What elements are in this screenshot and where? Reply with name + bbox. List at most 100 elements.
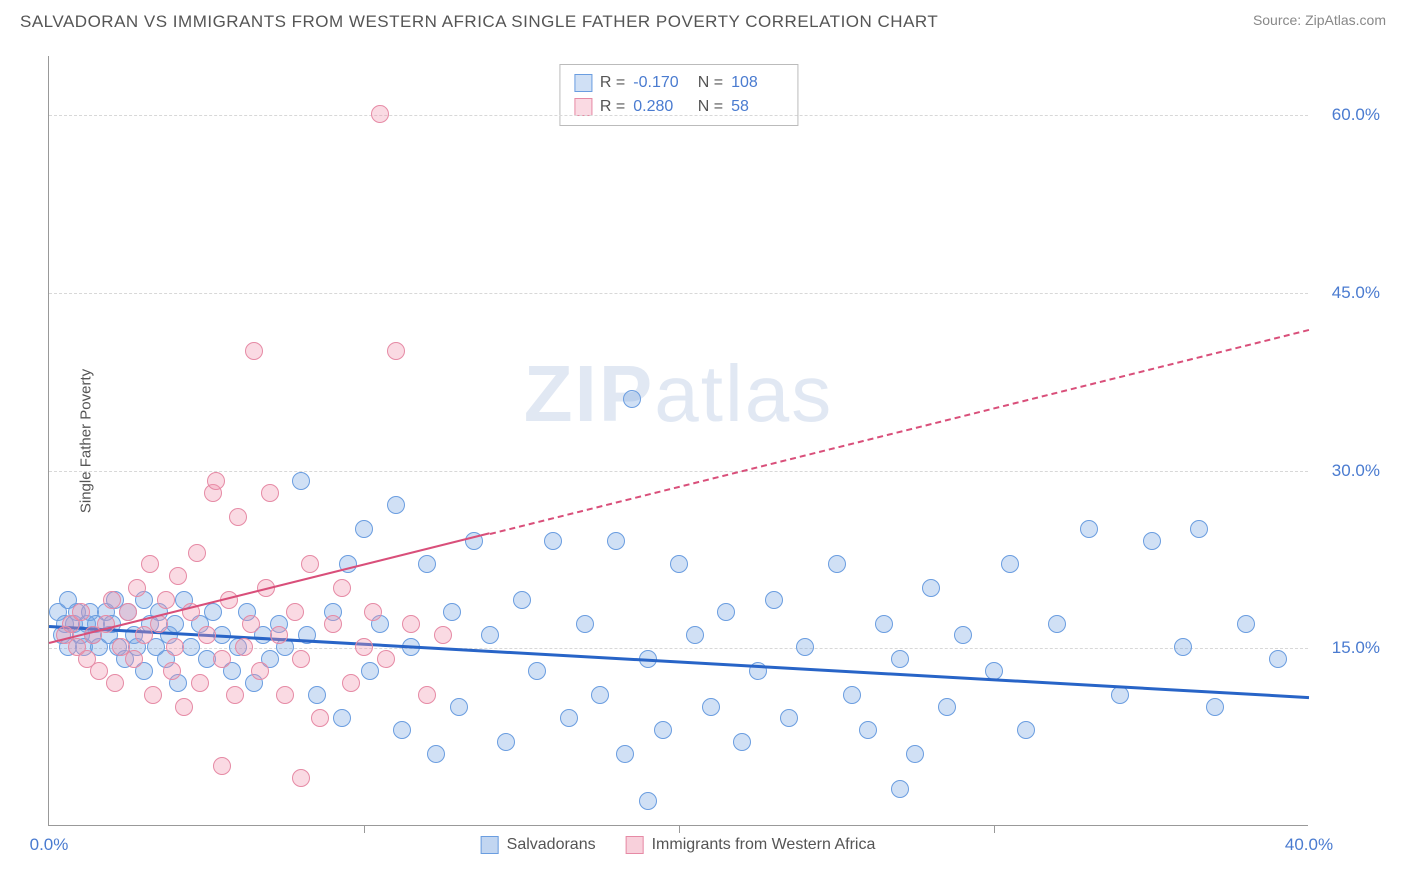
data-point <box>308 686 326 704</box>
legend-label: Immigrants from Western Africa <box>652 836 876 854</box>
data-point <box>954 626 972 644</box>
data-point <box>166 615 184 633</box>
x-tick <box>679 825 680 833</box>
data-point <box>427 745 445 763</box>
data-point <box>364 603 382 621</box>
data-point <box>103 591 121 609</box>
data-point <box>251 662 269 680</box>
data-point <box>286 603 304 621</box>
legend-swatch <box>574 74 592 92</box>
legend-swatch <box>626 836 644 854</box>
data-point <box>938 698 956 716</box>
data-point <box>1190 520 1208 538</box>
data-point <box>1269 650 1287 668</box>
data-point <box>639 792 657 810</box>
data-point <box>906 745 924 763</box>
data-point <box>125 650 143 668</box>
data-point <box>717 603 735 621</box>
data-point <box>528 662 546 680</box>
data-point <box>213 757 231 775</box>
data-point <box>301 555 319 573</box>
data-point <box>560 709 578 727</box>
data-point <box>157 591 175 609</box>
legend-row: R =-0.170 N =108 <box>574 71 783 95</box>
data-point <box>144 686 162 704</box>
y-tick-label: 45.0% <box>1316 283 1380 303</box>
data-point <box>1237 615 1255 633</box>
data-point <box>670 555 688 573</box>
r-label: R = <box>600 71 625 95</box>
data-point <box>106 674 124 692</box>
n-label: N = <box>693 71 723 95</box>
data-point <box>175 698 193 716</box>
data-point <box>333 709 351 727</box>
watermark: ZIPatlas <box>524 348 833 440</box>
data-point <box>780 709 798 727</box>
data-point <box>1143 532 1161 550</box>
legend-item: Salvadorans <box>481 836 596 854</box>
data-point <box>443 603 461 621</box>
data-point <box>128 579 146 597</box>
r-value: -0.170 <box>633 71 685 95</box>
chart-title: SALVADORAN VS IMMIGRANTS FROM WESTERN AF… <box>20 12 938 32</box>
data-point <box>182 638 200 656</box>
data-point <box>191 674 209 692</box>
data-point <box>355 638 373 656</box>
data-point <box>276 686 294 704</box>
data-point <box>418 555 436 573</box>
correlation-legend: R =-0.170 N =108R =0.280 N =58 <box>559 64 798 126</box>
y-tick-label: 30.0% <box>1316 461 1380 481</box>
data-point <box>513 591 531 609</box>
data-point <box>576 615 594 633</box>
data-point <box>371 105 389 123</box>
series-legend: Salvadorans Immigrants from Western Afric… <box>481 836 876 854</box>
data-point <box>843 686 861 704</box>
plot-area: Single Father Poverty ZIPatlas R =-0.170… <box>48 56 1308 826</box>
data-point <box>828 555 846 573</box>
data-point <box>702 698 720 716</box>
x-tick-label: 40.0% <box>1285 835 1333 855</box>
data-point <box>311 709 329 727</box>
data-point <box>616 745 634 763</box>
chart-container: Single Father Poverty ZIPatlas R =-0.170… <box>48 56 1308 826</box>
data-point <box>796 638 814 656</box>
data-point <box>1206 698 1224 716</box>
data-point <box>434 626 452 644</box>
data-point <box>891 780 909 798</box>
gridline <box>49 115 1308 116</box>
data-point <box>377 650 395 668</box>
data-point <box>402 615 420 633</box>
data-point <box>292 472 310 490</box>
data-point <box>1001 555 1019 573</box>
data-point <box>607 532 625 550</box>
data-point <box>229 508 247 526</box>
data-point <box>1174 638 1192 656</box>
data-point <box>207 472 225 490</box>
data-point <box>891 650 909 668</box>
legend-item: Immigrants from Western Africa <box>626 836 876 854</box>
regression-line <box>49 533 490 645</box>
data-point <box>686 626 704 644</box>
data-point <box>623 390 641 408</box>
data-point <box>1017 721 1035 739</box>
legend-label: Salvadorans <box>507 836 596 854</box>
data-point <box>226 686 244 704</box>
data-point <box>292 650 310 668</box>
gridline <box>49 471 1308 472</box>
data-point <box>235 638 253 656</box>
data-point <box>166 638 184 656</box>
data-point <box>72 603 90 621</box>
source-attribution: Source: ZipAtlas.com <box>1253 12 1386 28</box>
legend-swatch <box>481 836 499 854</box>
y-tick-label: 60.0% <box>1316 105 1380 125</box>
data-point <box>387 342 405 360</box>
data-point <box>324 615 342 633</box>
data-point <box>922 579 940 597</box>
gridline <box>49 293 1308 294</box>
data-point <box>333 579 351 597</box>
data-point <box>245 342 263 360</box>
data-point <box>1048 615 1066 633</box>
regression-line <box>490 328 1309 534</box>
data-point <box>654 721 672 739</box>
y-tick-label: 15.0% <box>1316 638 1380 658</box>
